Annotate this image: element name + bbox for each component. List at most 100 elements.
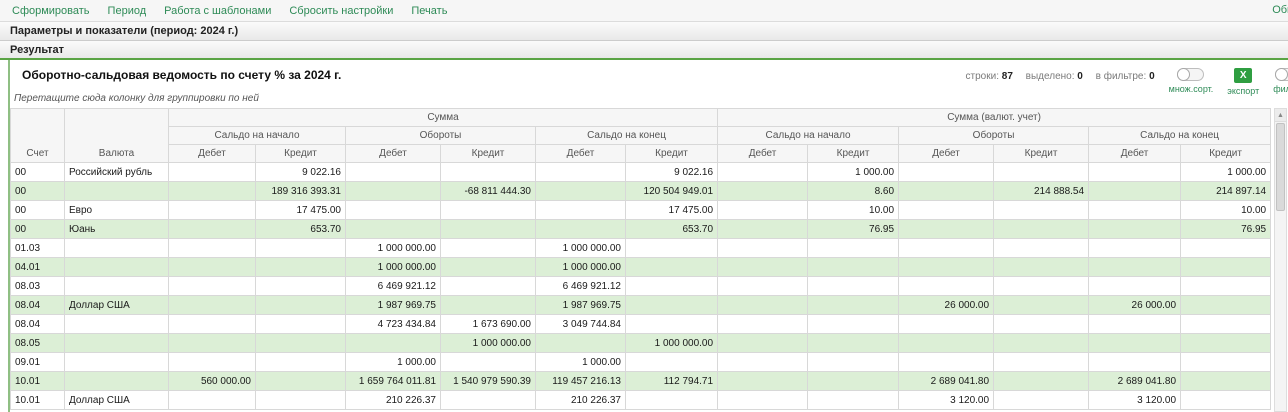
amount-cell[interactable]: 119 457 216.13 xyxy=(535,371,626,391)
table-row[interactable]: 10.01 Доллар США 210 226.37 210 226.37 3 120… xyxy=(10,390,1272,410)
amount-cell[interactable] xyxy=(535,162,626,182)
amount-cell[interactable] xyxy=(807,390,900,410)
amount-cell[interactable] xyxy=(993,257,1090,277)
table-row[interactable]: 01.03 1 000 000.00 1 000 000.00 xyxy=(10,238,1272,258)
amount-cell[interactable] xyxy=(255,371,346,391)
amount-cell[interactable] xyxy=(1088,314,1182,334)
currency-cell[interactable] xyxy=(64,352,169,372)
col-header-debit[interactable]: Дебет xyxy=(898,144,995,163)
account-cell[interactable]: 00 xyxy=(10,200,65,220)
amount-cell[interactable] xyxy=(255,295,346,315)
amount-cell[interactable] xyxy=(1180,390,1272,410)
amount-cell[interactable] xyxy=(440,162,536,182)
scroll-up-icon[interactable]: ▲ xyxy=(1275,109,1286,122)
amount-cell[interactable]: 1 000 000.00 xyxy=(535,257,626,277)
col-header-debit[interactable]: Дебет xyxy=(168,144,256,163)
table-row[interactable]: 00 Российский рубль 9 022.16 9 022.16 1 000.… xyxy=(10,162,1272,182)
amount-cell[interactable]: 26 000.00 xyxy=(898,295,995,315)
amount-cell[interactable] xyxy=(717,257,809,277)
amount-cell[interactable] xyxy=(717,200,809,220)
amount-cell[interactable]: 2 689 041.80 xyxy=(898,371,995,391)
currency-cell[interactable] xyxy=(64,276,169,296)
amount-cell[interactable] xyxy=(993,314,1090,334)
amount-cell[interactable]: 189 316 393.31 xyxy=(255,181,346,201)
amount-cell[interactable] xyxy=(898,276,995,296)
excel-export-button[interactable]: X xyxy=(1234,68,1253,83)
account-cell[interactable]: 08.03 xyxy=(10,276,65,296)
amount-cell[interactable] xyxy=(1088,352,1182,372)
amount-cell[interactable] xyxy=(168,352,256,372)
amount-cell[interactable] xyxy=(807,238,900,258)
amount-cell[interactable] xyxy=(345,219,441,239)
amount-cell[interactable]: 214 897.14 xyxy=(1180,181,1272,201)
amount-cell[interactable] xyxy=(1088,200,1182,220)
amount-cell[interactable] xyxy=(345,333,441,353)
account-cell[interactable]: 08.05 xyxy=(10,333,65,353)
amount-cell[interactable] xyxy=(440,257,536,277)
amount-cell[interactable]: 10.00 xyxy=(807,200,900,220)
amount-cell[interactable]: 9 022.16 xyxy=(624,162,719,182)
amount-cell[interactable] xyxy=(993,390,1090,410)
menu-item-period[interactable]: Период xyxy=(107,4,147,17)
amount-cell[interactable] xyxy=(1088,333,1182,353)
table-row[interactable]: 10.01 560 000.00 1 659 764 011.81 1 540 979… xyxy=(10,371,1272,391)
amount-cell[interactable] xyxy=(807,314,900,334)
amount-cell[interactable] xyxy=(1088,257,1182,277)
amount-cell[interactable]: 653.70 xyxy=(255,219,346,239)
amount-cell[interactable]: 3 120.00 xyxy=(1088,390,1182,410)
amount-cell[interactable]: 1 000.00 xyxy=(807,162,900,182)
amount-cell[interactable] xyxy=(168,181,256,201)
amount-cell[interactable] xyxy=(168,295,256,315)
amount-cell[interactable]: 1 987 969.75 xyxy=(535,295,626,315)
amount-cell[interactable] xyxy=(440,352,536,372)
amount-cell[interactable]: 120 504 949.01 xyxy=(624,181,719,201)
table-row[interactable]: 00 189 316 393.31 -68 811 444.30 120 504 94… xyxy=(10,181,1272,201)
amount-cell[interactable] xyxy=(993,333,1090,353)
amount-cell[interactable] xyxy=(807,295,900,315)
amount-cell[interactable] xyxy=(535,219,626,239)
amount-cell[interactable]: 1 659 764 011.81 xyxy=(345,371,441,391)
amount-cell[interactable] xyxy=(717,314,809,334)
amount-cell[interactable] xyxy=(993,219,1090,239)
menu-item-reset-settings[interactable]: Сбросить настройки xyxy=(289,4,394,17)
amount-cell[interactable] xyxy=(255,352,346,372)
amount-cell[interactable]: 76.95 xyxy=(807,219,900,239)
multisort-toggle[interactable] xyxy=(1177,68,1205,81)
amount-cell[interactable]: -68 811 444.30 xyxy=(440,181,536,201)
amount-cell[interactable] xyxy=(1088,276,1182,296)
amount-cell[interactable]: 1 987 969.75 xyxy=(345,295,441,315)
amount-cell[interactable] xyxy=(1180,276,1272,296)
amount-cell[interactable] xyxy=(345,181,441,201)
account-cell[interactable]: 08.04 xyxy=(10,295,65,315)
amount-cell[interactable] xyxy=(717,276,809,296)
currency-cell[interactable]: Доллар США xyxy=(64,295,169,315)
amount-cell[interactable]: 210 226.37 xyxy=(345,390,441,410)
amount-cell[interactable] xyxy=(255,333,346,353)
amount-cell[interactable] xyxy=(1088,181,1182,201)
amount-cell[interactable]: 1 000.00 xyxy=(1180,162,1272,182)
amount-cell[interactable] xyxy=(535,333,626,353)
amount-cell[interactable] xyxy=(898,314,995,334)
menu-item-generate[interactable]: Сформировать xyxy=(12,4,90,17)
amount-cell[interactable] xyxy=(624,238,719,258)
amount-cell[interactable] xyxy=(717,352,809,372)
amount-cell[interactable]: 2 689 041.80 xyxy=(1088,371,1182,391)
amount-cell[interactable] xyxy=(993,371,1090,391)
amount-cell[interactable] xyxy=(993,276,1090,296)
amount-cell[interactable] xyxy=(1088,238,1182,258)
amount-cell[interactable]: 6 469 921.12 xyxy=(345,276,441,296)
table-row[interactable]: 04.01 1 000 000.00 1 000 000.00 xyxy=(10,257,1272,277)
scrollbar-thumb[interactable] xyxy=(1276,123,1285,211)
amount-cell[interactable]: 1 000.00 xyxy=(345,352,441,372)
amount-cell[interactable] xyxy=(255,314,346,334)
amount-cell[interactable] xyxy=(624,257,719,277)
table-row[interactable]: 00 Евро 17 475.00 17 475.00 10.00 10.00 xyxy=(10,200,1272,220)
amount-cell[interactable] xyxy=(807,276,900,296)
table-row[interactable]: 08.03 6 469 921.12 6 469 921.12 xyxy=(10,276,1272,296)
table-row[interactable]: 08.04 4 723 434.84 1 673 690.00 3 049 744.8… xyxy=(10,314,1272,334)
col-header-debit[interactable]: Дебет xyxy=(535,144,626,163)
currency-cell[interactable] xyxy=(64,333,169,353)
amount-cell[interactable] xyxy=(1088,162,1182,182)
col-header-credit[interactable]: Кредит xyxy=(1180,144,1272,163)
amount-cell[interactable] xyxy=(993,352,1090,372)
